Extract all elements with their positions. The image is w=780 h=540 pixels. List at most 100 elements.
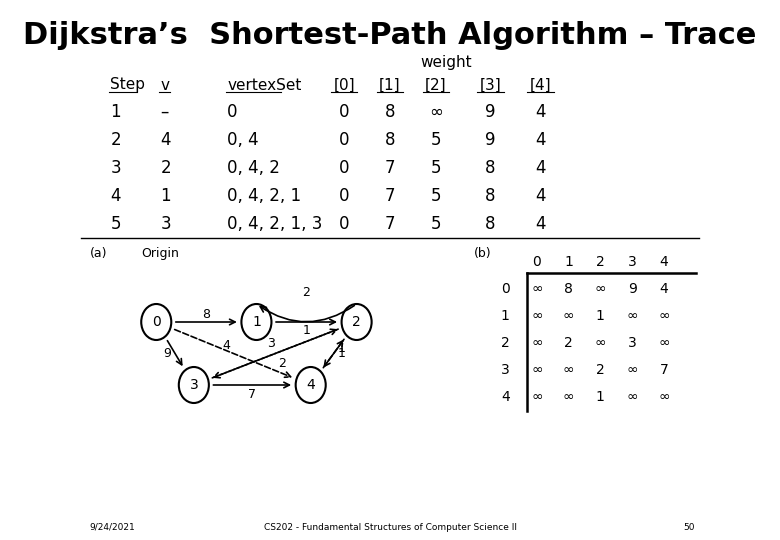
Text: 4: 4: [535, 215, 545, 233]
Text: –: –: [161, 103, 168, 121]
Text: [4]: [4]: [530, 78, 551, 92]
Text: 4: 4: [501, 390, 509, 404]
Text: 8: 8: [202, 307, 211, 321]
Text: 9: 9: [485, 103, 495, 121]
Text: 4: 4: [535, 131, 545, 149]
Text: ∞: ∞: [429, 103, 443, 121]
Circle shape: [342, 304, 371, 340]
Text: ∞: ∞: [626, 309, 638, 323]
Text: 4: 4: [535, 187, 545, 205]
Text: 8: 8: [385, 131, 395, 149]
Text: 0, 4, 2, 1: 0, 4, 2, 1: [227, 187, 301, 205]
Text: 9: 9: [485, 131, 495, 149]
Text: [1]: [1]: [379, 78, 401, 92]
Text: ∞: ∞: [531, 390, 543, 404]
Text: 5: 5: [110, 215, 121, 233]
Text: 50: 50: [683, 523, 695, 532]
Text: 1: 1: [303, 325, 310, 338]
Circle shape: [296, 367, 326, 403]
Circle shape: [241, 304, 271, 340]
Text: 9: 9: [628, 282, 636, 296]
Text: 1: 1: [501, 309, 509, 323]
Text: 2: 2: [161, 159, 171, 177]
Text: 2: 2: [564, 336, 573, 350]
Text: 8: 8: [385, 103, 395, 121]
Text: 4: 4: [535, 159, 545, 177]
Circle shape: [141, 304, 172, 340]
Text: 4: 4: [535, 103, 545, 121]
Text: ∞: ∞: [563, 390, 574, 404]
Text: 8: 8: [564, 282, 573, 296]
Text: 2: 2: [596, 255, 604, 269]
Text: (a): (a): [90, 247, 107, 260]
Text: 1: 1: [564, 255, 573, 269]
Text: Dijkstra’s  Shortest-Path Algorithm – Trace: Dijkstra’s Shortest-Path Algorithm – Tra…: [23, 21, 757, 50]
Text: 3: 3: [161, 215, 171, 233]
Text: 3: 3: [628, 336, 636, 350]
Text: 3: 3: [110, 159, 121, 177]
Text: 2: 2: [278, 357, 285, 370]
Text: 2: 2: [110, 131, 121, 149]
Text: 1: 1: [596, 390, 604, 404]
Text: ∞: ∞: [594, 282, 606, 296]
Text: 2: 2: [303, 286, 310, 299]
Text: CS202 - Fundamental Structures of Computer Science II: CS202 - Fundamental Structures of Comput…: [264, 523, 516, 532]
Text: ∞: ∞: [626, 390, 638, 404]
Text: 0, 4: 0, 4: [227, 131, 259, 149]
Text: ∞: ∞: [531, 309, 543, 323]
Text: v: v: [161, 78, 169, 92]
Text: 4: 4: [659, 282, 668, 296]
Text: ∞: ∞: [531, 336, 543, 350]
Text: 3: 3: [267, 337, 275, 350]
Text: 2: 2: [353, 315, 361, 329]
Text: 9: 9: [163, 347, 171, 360]
Text: 0: 0: [339, 159, 349, 177]
Text: ∞: ∞: [658, 336, 669, 350]
Text: 1: 1: [596, 309, 604, 323]
Text: ∞: ∞: [563, 363, 574, 377]
Text: ∞: ∞: [626, 363, 638, 377]
Text: 7: 7: [248, 388, 257, 401]
Text: 8: 8: [485, 215, 495, 233]
Text: 0: 0: [339, 187, 349, 205]
Text: 0: 0: [152, 315, 161, 329]
Text: 4: 4: [223, 339, 231, 352]
Text: 5: 5: [431, 187, 441, 205]
Text: [2]: [2]: [425, 78, 447, 92]
Text: 0: 0: [501, 282, 509, 296]
Text: 0: 0: [339, 215, 349, 233]
Text: Step: Step: [110, 78, 145, 92]
Text: vertexSet: vertexSet: [227, 78, 302, 92]
Text: 4: 4: [659, 255, 668, 269]
Text: 1: 1: [161, 187, 171, 205]
Text: 0, 4, 2: 0, 4, 2: [227, 159, 280, 177]
Text: 0: 0: [227, 103, 238, 121]
Text: Origin: Origin: [141, 247, 179, 260]
Text: 2: 2: [596, 363, 604, 377]
Text: ∞: ∞: [658, 309, 669, 323]
Text: 7: 7: [385, 187, 395, 205]
Text: 3: 3: [190, 378, 198, 392]
Text: 0: 0: [339, 131, 349, 149]
Text: [0]: [0]: [333, 78, 355, 92]
Text: 4: 4: [161, 131, 171, 149]
Text: 0, 4, 2, 1, 3: 0, 4, 2, 1, 3: [227, 215, 323, 233]
Text: 5: 5: [431, 131, 441, 149]
Text: 0: 0: [339, 103, 349, 121]
Text: 5: 5: [431, 215, 441, 233]
Circle shape: [179, 367, 209, 403]
Text: 3: 3: [501, 363, 509, 377]
Text: 2: 2: [501, 336, 509, 350]
Text: 9/24/2021: 9/24/2021: [90, 523, 135, 532]
Text: 1: 1: [110, 103, 121, 121]
Text: (b): (b): [473, 247, 491, 260]
Text: 5: 5: [431, 159, 441, 177]
Text: 7: 7: [659, 363, 668, 377]
Text: 7: 7: [385, 215, 395, 233]
Text: 1: 1: [252, 315, 261, 329]
Text: 1: 1: [338, 342, 346, 355]
Text: 3: 3: [628, 255, 636, 269]
Text: [3]: [3]: [479, 78, 501, 92]
Text: 8: 8: [485, 159, 495, 177]
Text: ∞: ∞: [658, 390, 669, 404]
